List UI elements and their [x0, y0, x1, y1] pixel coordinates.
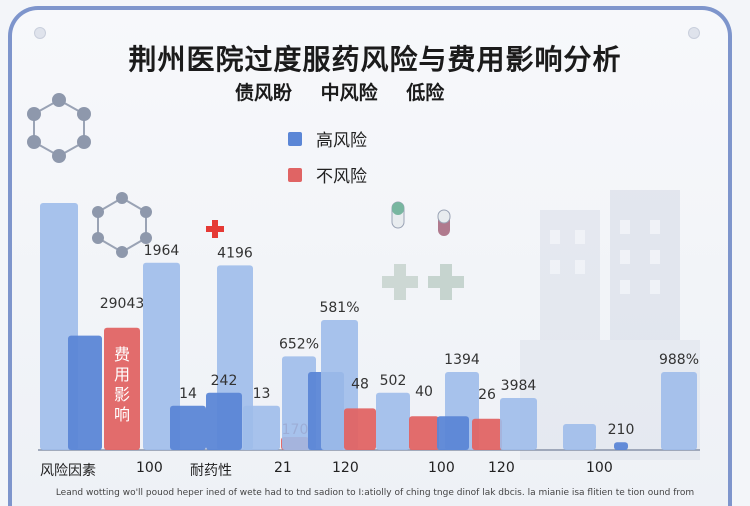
hospital-building-icon	[520, 190, 700, 460]
data-label: 988%	[659, 352, 699, 368]
data-label: 1964	[144, 243, 180, 259]
bar	[376, 392, 410, 450]
data-label: 242	[211, 373, 238, 389]
bar	[243, 405, 280, 450]
data-label: 26	[478, 387, 496, 403]
bar	[104, 327, 140, 450]
bar	[437, 416, 469, 450]
legend-swatch-red	[288, 167, 302, 182]
data-label: 29043	[100, 296, 145, 312]
legend-label: 高风险	[316, 131, 367, 151]
vertical-label-char: 响	[114, 405, 130, 424]
x-label: 21	[274, 460, 292, 476]
medical-cross-icon	[428, 264, 464, 300]
bar	[344, 408, 376, 450]
data-label: 3984	[501, 378, 537, 394]
legend-item-high: 高风险	[288, 126, 367, 151]
corner-dot-right	[688, 27, 700, 39]
bar	[614, 442, 628, 450]
legend-item-not: 不风险	[288, 162, 367, 187]
vertical-label-char: 影	[114, 385, 130, 404]
bar	[472, 418, 502, 450]
legend-label: 不风险	[316, 167, 367, 187]
subtitle-item: 中风险	[320, 82, 378, 104]
data-label: 40	[415, 384, 433, 400]
x-label: 100	[136, 460, 163, 476]
footer-note: Leand wotting wo'll pouod heper ined of …	[55, 488, 695, 498]
x-label: 风险因素	[40, 463, 96, 479]
legend-swatch-blue	[288, 131, 302, 146]
bar	[661, 372, 697, 450]
data-label: 4196	[217, 245, 253, 261]
bar	[68, 335, 102, 450]
molecule-icon	[92, 192, 152, 258]
data-label: 48	[351, 376, 369, 392]
data-label: 1394	[444, 352, 480, 368]
medical-cross-icon	[206, 220, 224, 238]
molecule-icon	[27, 93, 91, 163]
chart-subtitle: 债风盼 中风险 低险	[235, 78, 466, 105]
bar	[170, 405, 206, 450]
pill-icon	[391, 201, 405, 229]
pill-icon	[437, 209, 451, 236]
bar	[409, 416, 439, 450]
bar	[500, 398, 537, 450]
x-label: 100	[428, 460, 455, 476]
data-label: 14	[179, 386, 197, 402]
data-label: 652%	[279, 336, 319, 352]
bar	[282, 356, 316, 450]
x-label: 耐药性	[190, 463, 232, 479]
x-label: 120	[488, 460, 515, 476]
chart-title: 荆州医院过度服药风险与费用影响分析	[128, 43, 622, 76]
bar	[143, 262, 180, 450]
vertical-label-char: 用	[114, 365, 130, 384]
medical-cross-icon	[382, 264, 418, 300]
corner-dot-left	[34, 27, 46, 39]
vertical-label-char: 费	[114, 345, 130, 364]
data-label: 581%	[319, 300, 359, 316]
data-label: 210	[608, 422, 635, 438]
x-label: 100	[586, 460, 613, 476]
x-label: 120	[332, 460, 359, 476]
data-label: 502	[380, 373, 407, 389]
bar	[206, 392, 242, 450]
subtitle-item: 低险	[406, 82, 445, 104]
subtitle-item: 债风盼	[235, 82, 293, 104]
data-label: 13	[253, 386, 271, 402]
bar	[563, 424, 596, 450]
